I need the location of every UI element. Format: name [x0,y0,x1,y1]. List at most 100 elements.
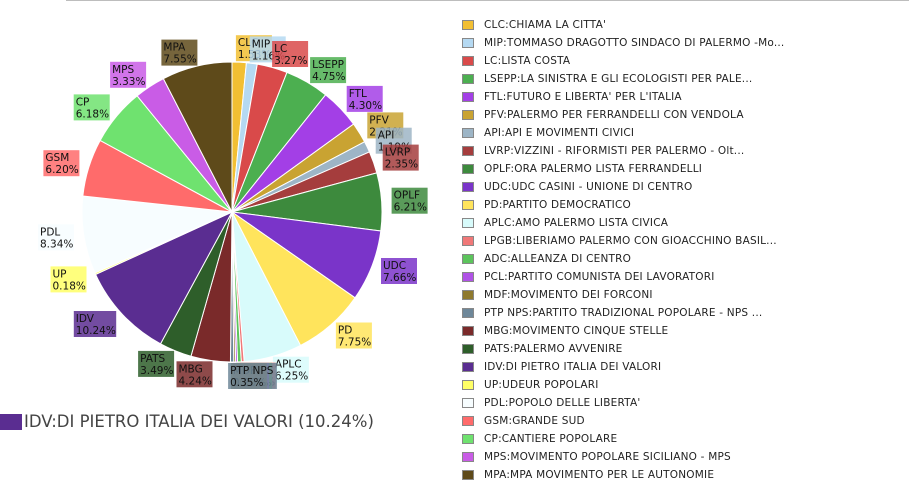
legend-item-mbg[interactable]: MBG:MOVIMENTO CINQUE STELLE [460,323,905,341]
slice-label-percent: 7.75% [338,337,371,349]
legend-swatch [462,272,474,282]
legend-label: LPGB:LIBERIAMO PALERMO CON GIOACCHINO BA… [484,235,777,247]
legend-swatch [462,290,474,300]
slice-label-percent: 6.20% [45,164,78,176]
legend-swatch [462,164,474,174]
pie-slice-mpa[interactable] [162,61,233,213]
slice-label-background [50,266,87,293]
slice-label-code: API [378,130,395,142]
legend-item-aplc[interactable]: APLC:AMO PALERMO LISTA CIVICA [460,215,905,233]
legend-item-pcl[interactable]: PCL:PARTITO COMUNISTA DEI LAVORATORI [460,269,905,287]
slice-label-background [228,363,277,389]
slice-label-percent: 10.24% [76,325,116,337]
legend-item-pfv[interactable]: PFV:PALERMO PER FERRANDELLI CON VENDOLA [460,107,905,125]
legend-swatch [462,434,474,444]
slice-label-code: PDL [40,226,60,238]
legend-item-lc[interactable]: LC:LISTA COSTA [460,53,905,71]
slice-label-background [73,94,110,121]
slice-label-code: APLC [275,359,302,371]
slice-label-code: FTL [349,88,367,100]
legend-item-udc[interactable]: UDC:UDC CASINI - UNIONE DI CENTRO [460,179,905,197]
legend-item-ftl[interactable]: FTL:FUTURO E LIBERTA' PER L'ITALIA [460,89,905,107]
legend-swatch [462,470,474,480]
slice-label-percent: 7.66% [383,272,416,284]
legend-swatch [462,38,474,48]
slice-label-background [391,187,428,214]
slice-label-background [176,361,213,388]
legend-item-lvrp[interactable]: LVRP:VIZZINI - RIFORMISTI PER PALERMO - … [460,143,905,161]
legend-label: ADC:ALLEANZA DI CENTRO [484,253,632,265]
legend-label: APLC:AMO PALERMO LISTA CIVICA [484,217,669,229]
slice-label-code: LSEPP [312,59,344,71]
legend-item-ptp-nps[interactable]: PTP NPS:PARTITO TRADIZIONAL POPOLARE - N… [460,305,905,323]
legend-item-pats[interactable]: PATS:PALERMO AVVENIRE [460,341,905,359]
slice-label-code: PTP NPS [230,365,274,377]
legend-label: CLC:CHIAMA LA CITTA' [484,19,607,31]
slice-label-background [272,356,309,383]
slice-label-percent: 8.34% [40,238,73,250]
legend-swatch [462,146,474,156]
legend-label: MIP:TOMMASO DRAGOTTO SINDACO DI PALERMO … [484,37,785,49]
slice-label-percent: 4.24% [179,375,212,387]
legend-label: IDV:DI PIETRO ITALIA DEI VALORI [484,361,662,373]
legend-label: PTP NPS:PARTITO TRADIZIONAL POPOLARE - N… [484,307,763,319]
slice-label-code: MIP [252,38,271,50]
legend-item-lsepp[interactable]: LSEPP:LA SINISTRA E GLI ECOLOGISTI PER P… [460,71,905,89]
legend-label: OPLF:ORA PALERMO LISTA FERRANDELLI [484,163,703,175]
legend-item-mdf[interactable]: MDF:MOVIMENTO DEI FORCONI [460,287,905,305]
legend-item-oplf[interactable]: OPLF:ORA PALERMO LISTA FERRANDELLI [460,161,905,179]
slice-label-background [310,57,347,84]
legend-item-gsm[interactable]: GSM:GRANDE SUD [460,413,905,431]
legend-swatch [462,236,474,246]
slice-label-code: GSM [45,152,69,164]
legend-item-up[interactable]: UP:UDEUR POPOLARI [460,377,905,395]
legend-swatch [462,200,474,210]
legend-item-mpa[interactable]: MPA:MPA MOVIMENTO PER LE AUTONOMIE [460,467,905,485]
legend-label: LSEPP:LA SINISTRA E GLI ECOLOGISTI PER P… [484,73,753,85]
slice-label-code: PATS [140,353,165,365]
slice-label-background [110,61,147,88]
slice-label-background [272,41,309,67]
slice-label-code: IDV [76,313,95,325]
legend-label: CP:CANTIERE POPOLARE [484,433,618,445]
legend-label: LVRP:VIZZINI - RIFORMISTI PER PALERMO - … [484,145,745,157]
legend-item-idv[interactable]: IDV:DI PIETRO ITALIA DEI VALORI [460,359,905,377]
legend-label: MPA:MPA MOVIMENTO PER LE AUTONOMIE [484,469,715,481]
legend-item-mip[interactable]: MIP:TOMMASO DRAGOTTO SINDACO DI PALERMO … [460,35,905,53]
slice-label-background [38,224,74,251]
top-border-line [66,0,909,1]
slice-label-percent: 6.18% [76,108,109,120]
slice-label-code: UP [53,268,67,280]
slice-label-background [381,258,417,284]
legend-item-mps[interactable]: MPS:MOVIMENTO POPOLARE SICILIANO - MPS [460,449,905,467]
legend-swatch [462,56,474,66]
pie-slice-idv[interactable] [94,210,234,345]
slice-label-percent: 0.35% [230,377,263,389]
legend-item-lpgb[interactable]: LPGB:LIBERIAMO PALERMO CON GIOACCHINO BA… [460,233,905,251]
legend-swatch [462,344,474,354]
chart-legend: CLC:CHIAMA LA CITTA' MIP:TOMMASO DRAGOTTO… [460,17,905,485]
slice-label-code: UDC [383,260,406,272]
legend-label: MDF:MOVIMENTO DEI FORCONI [484,289,653,301]
legend-item-cp[interactable]: CP:CANTIERE POPOLARE [460,431,905,449]
legend-swatch [462,218,474,228]
legend-item-pdl[interactable]: PDL:POPOLO DELLE LIBERTA' [460,395,905,413]
legend-swatch [462,362,474,372]
slice-label-code: PD [338,325,352,337]
legend-item-pd[interactable]: PD:PARTITO DEMOCRATICO [460,197,905,215]
slice-label-background [73,311,117,337]
legend-item-adc[interactable]: ADC:ALLEANZA DI CENTRO [460,251,905,269]
legend-label: PFV:PALERMO PER FERRANDELLI CON VENDOLA [484,109,744,121]
legend-item-api[interactable]: API:API E MOVIMENTI CIVICI [460,125,905,143]
slice-label-background [382,144,419,171]
legend-swatch [462,92,474,102]
legend-item-clc[interactable]: CLC:CHIAMA LA CITTA' [460,17,905,35]
legend-swatch [462,452,474,462]
